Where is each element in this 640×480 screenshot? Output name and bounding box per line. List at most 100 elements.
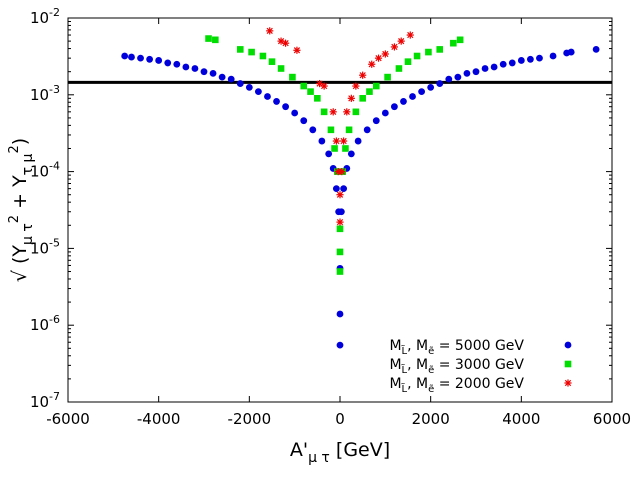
- data-point: [384, 73, 391, 81]
- x-tick-label: -4000: [137, 410, 181, 428]
- legend-label: ML̃, Mẽ = 3000 GeV: [389, 357, 524, 376]
- data-point: [332, 137, 340, 145]
- data-point: [427, 83, 435, 91]
- x-tick-label: 6000: [593, 410, 631, 428]
- data-point: [248, 48, 255, 56]
- data-point: [372, 117, 380, 125]
- data-point: [289, 73, 296, 81]
- data-point: [331, 145, 338, 152]
- data-point: [567, 48, 575, 56]
- data-point: [325, 150, 333, 158]
- data-point: [327, 126, 335, 134]
- data-point: [381, 50, 389, 58]
- data-point: [343, 108, 351, 116]
- data-point: [337, 208, 345, 216]
- data-point: [336, 191, 344, 199]
- data-point: [366, 88, 373, 95]
- data-point: [309, 126, 317, 134]
- legend-marker: [564, 341, 572, 349]
- data-point: [282, 103, 289, 111]
- data-point: [259, 52, 267, 60]
- x-tick-label: 0: [335, 410, 345, 428]
- data-point: [291, 109, 299, 117]
- data-point: [436, 80, 444, 87]
- data-point: [499, 60, 507, 68]
- data-point: [318, 137, 326, 145]
- y-tick-label: 10-2: [30, 6, 60, 27]
- data-point: [336, 218, 344, 226]
- data-point: [490, 63, 498, 71]
- y-tick-label: 10-3: [30, 83, 60, 104]
- data-point: [406, 31, 414, 39]
- data-point: [527, 55, 534, 63]
- data-point: [227, 75, 235, 83]
- legend-marker: [564, 360, 572, 368]
- data-point: [347, 94, 355, 102]
- data-point: [390, 43, 398, 51]
- data-point: [472, 68, 480, 76]
- data-point: [381, 109, 389, 117]
- y-tick-label: 10-6: [30, 313, 60, 334]
- data-point: [363, 126, 371, 134]
- data-point: [320, 82, 328, 90]
- data-point: [374, 54, 383, 62]
- data-point: [463, 69, 471, 77]
- data-point: [329, 108, 337, 116]
- data-point: [164, 59, 172, 67]
- data-point: [456, 36, 464, 44]
- data-point: [273, 98, 280, 105]
- y-tick-label: 10-4: [30, 160, 60, 181]
- data-point: [300, 82, 308, 90]
- x-tick-label: -2000: [228, 410, 272, 428]
- data-point: [397, 37, 405, 45]
- data-point: [137, 54, 144, 62]
- data-point: [146, 55, 154, 63]
- data-point: [340, 185, 348, 193]
- data-point: [173, 60, 181, 68]
- data-point: [182, 63, 190, 71]
- data-point: [236, 46, 244, 53]
- data-point: [418, 88, 425, 96]
- data-point: [300, 117, 308, 125]
- data-point: [454, 73, 462, 81]
- x-tick-label: 4000: [502, 410, 540, 428]
- data-point: [121, 52, 129, 60]
- data-point: [293, 46, 301, 54]
- data-point: [307, 88, 314, 95]
- data-point: [205, 35, 212, 42]
- data-point: [332, 185, 340, 193]
- data-point: [336, 225, 344, 233]
- data-point: [481, 65, 489, 72]
- data-point: [245, 83, 253, 91]
- svg-text:√ (Yμ τ2 + Yτ μ2): √ (Yμ τ2 + Yτ μ2): [7, 138, 36, 282]
- data-point: [266, 27, 274, 35]
- data-point: [128, 53, 135, 61]
- y-axis-title: √ (Yμ τ2 + Yτ μ2): [7, 138, 36, 282]
- data-point: [191, 65, 199, 72]
- data-point: [268, 58, 276, 65]
- data-point: [336, 341, 344, 349]
- data-point: [277, 65, 285, 72]
- data-point: [368, 60, 376, 68]
- data-point: [391, 103, 398, 111]
- data-point: [549, 52, 557, 60]
- data-point: [409, 93, 416, 100]
- data-point: [445, 75, 453, 83]
- data-point: [342, 145, 349, 152]
- data-point: [352, 108, 360, 116]
- data-point: [340, 137, 348, 145]
- data-point: [336, 310, 344, 318]
- data-point: [200, 68, 208, 76]
- data-point: [372, 82, 380, 90]
- data-point: [282, 39, 290, 47]
- data-point: [413, 52, 421, 60]
- data-point: [436, 46, 444, 53]
- axis-ticks: -6000 -4000 -2000 0 2000 4000 6000 10-7 10-6 10-5…: [30, 6, 631, 428]
- data-point: [336, 268, 344, 275]
- data-point: [359, 71, 367, 79]
- data-point: [255, 88, 262, 96]
- x-tick-label: -6000: [46, 410, 90, 428]
- data-point: [345, 126, 353, 134]
